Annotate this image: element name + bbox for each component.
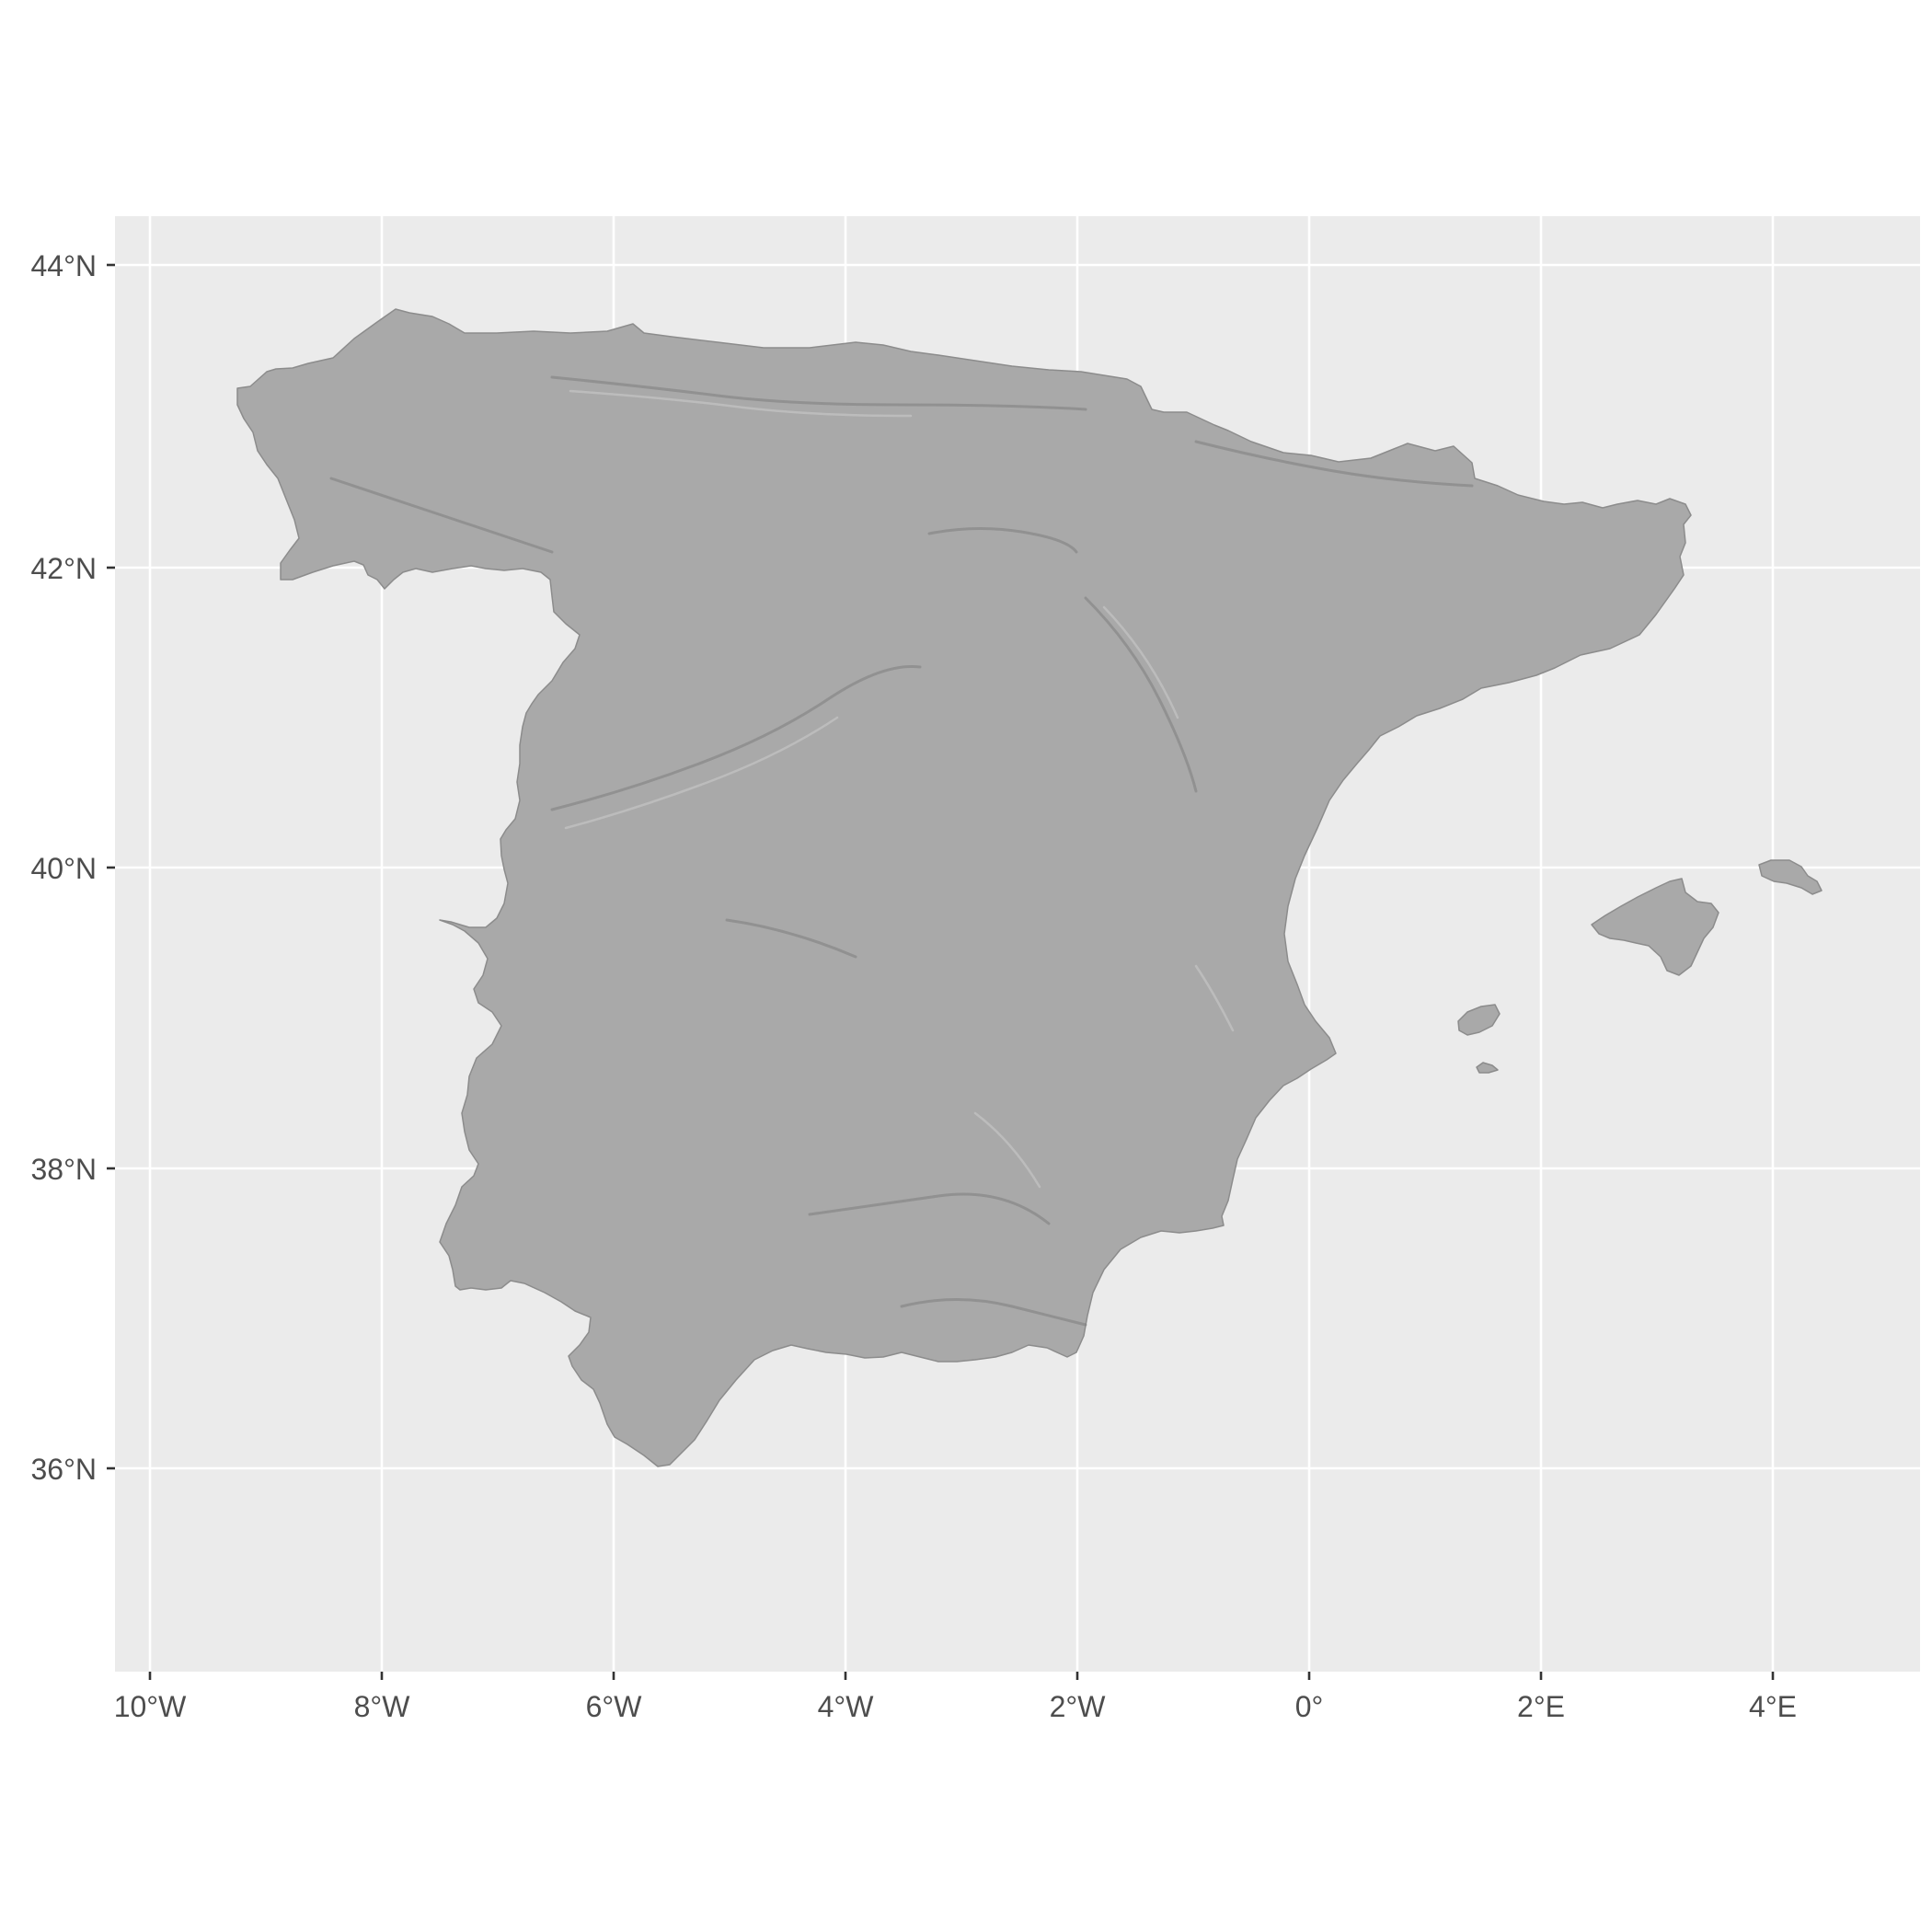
x-tick-label: 6°W: [586, 1690, 643, 1723]
x-tick-label: 2°W: [1050, 1690, 1107, 1723]
y-tick-label: 40°N: [31, 852, 98, 885]
x-tick-label: 10°W: [114, 1690, 187, 1723]
y-tick: 36°N: [31, 1453, 115, 1486]
y-tick: 42°N: [31, 552, 115, 585]
mallorca-island: [1591, 878, 1719, 976]
menorca-island: [1758, 859, 1823, 895]
land-hillshade: [236, 308, 1823, 1467]
y-axis: 44°N 42°N 40°N 38°N 36°N: [31, 249, 115, 1486]
x-tick: 6°W: [586, 1672, 643, 1723]
x-tick-label: 2°E: [1517, 1690, 1565, 1723]
ibiza-island: [1457, 1004, 1501, 1036]
iberian-peninsula: [236, 308, 1692, 1467]
x-tick: 2°W: [1050, 1672, 1107, 1723]
y-tick: 40°N: [31, 852, 115, 885]
x-axis: 10°W 8°W 6°W 4°W 2°W 0° 2°E 4°E: [114, 1672, 1797, 1723]
x-tick-label: 4°W: [818, 1690, 875, 1723]
x-tick: 10°W: [114, 1672, 187, 1723]
x-tick-label: 8°W: [354, 1690, 411, 1723]
y-tick: 44°N: [31, 249, 115, 282]
x-tick-label: 4°E: [1749, 1690, 1797, 1723]
x-tick: 0°: [1295, 1672, 1324, 1723]
x-tick-label: 0°: [1295, 1690, 1324, 1723]
x-tick: 8°W: [354, 1672, 411, 1723]
x-tick: 2°E: [1517, 1672, 1565, 1723]
y-tick-label: 42°N: [31, 552, 98, 585]
y-tick-label: 36°N: [31, 1453, 98, 1486]
y-tick-label: 44°N: [31, 249, 98, 282]
y-tick: 38°N: [31, 1153, 115, 1186]
x-tick: 4°W: [818, 1672, 875, 1723]
y-tick-label: 38°N: [31, 1153, 98, 1186]
formentera-island: [1476, 1062, 1499, 1074]
x-tick: 4°E: [1749, 1672, 1797, 1723]
relief-ridges: [329, 375, 1474, 1327]
